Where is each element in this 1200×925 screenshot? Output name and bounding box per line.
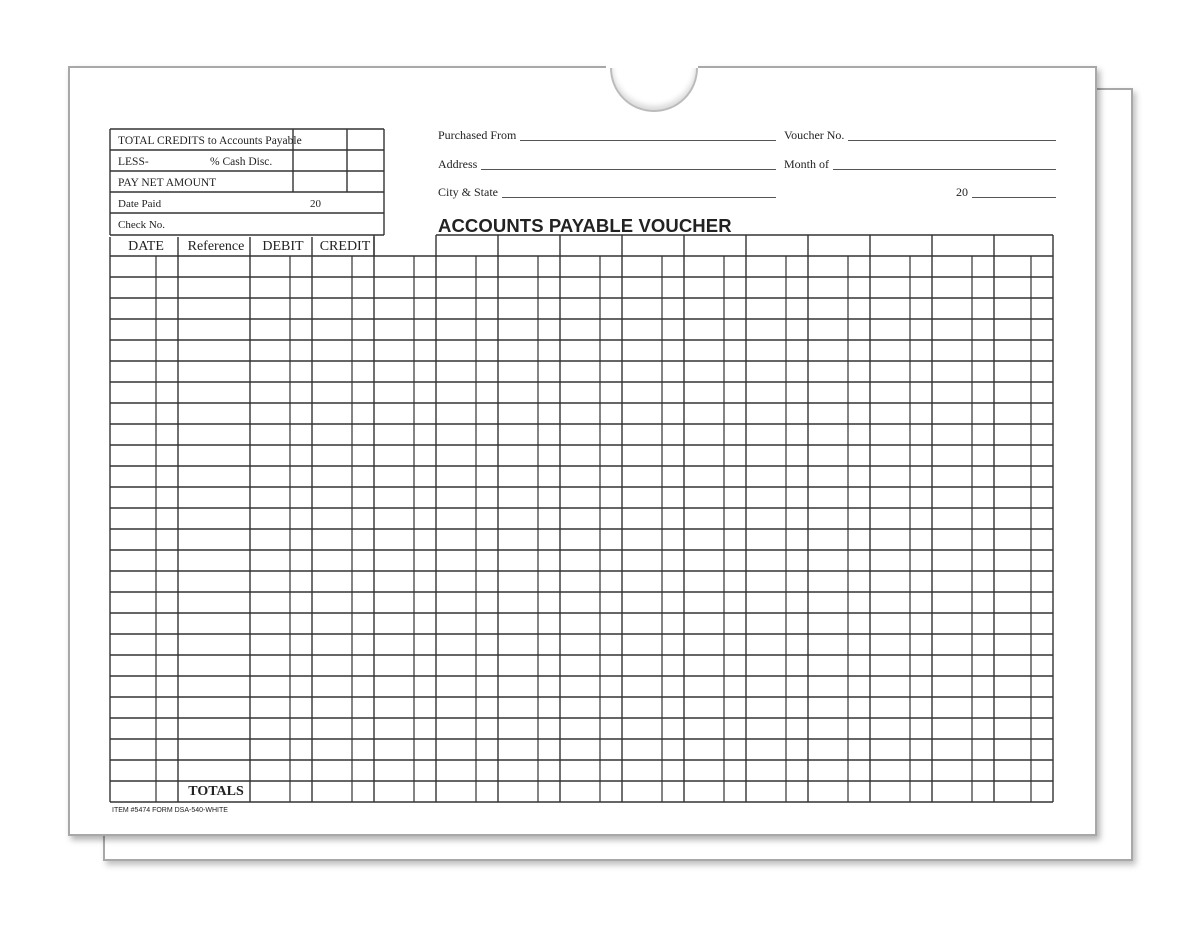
box-cash-disc: % Cash Disc.: [210, 156, 273, 168]
city-state-label: City & State: [438, 185, 498, 199]
col-reference: Reference: [187, 239, 245, 254]
month-of-label: Month of: [784, 157, 829, 171]
city-state-field[interactable]: City & State: [438, 186, 776, 198]
year-label: 20: [956, 185, 968, 199]
form-footer: ITEM #5474 FORM DSA-540-WHITE: [112, 807, 228, 814]
box-less: LESS-: [118, 156, 149, 168]
box-total-credits: TOTAL CREDITS to Accounts Payable: [118, 135, 302, 147]
purchased-from-label: Purchased From: [438, 128, 517, 142]
totals-label: TOTALS: [188, 784, 244, 799]
month-of-field[interactable]: Month of: [784, 158, 1056, 170]
year-field[interactable]: 20: [956, 186, 1056, 198]
col-credit: CREDIT: [319, 239, 371, 254]
col-date: DATE: [128, 239, 164, 254]
address-label: Address: [438, 157, 478, 171]
voucher-no-label: Voucher No.: [784, 128, 845, 142]
form-title: ACCOUNTS PAYABLE VOUCHER: [438, 215, 732, 236]
box-date-paid: Date Paid: [118, 198, 162, 210]
thumb-cut: [606, 20, 698, 68]
purchased-from-field[interactable]: Purchased From: [438, 129, 776, 141]
address-field[interactable]: Address: [438, 158, 776, 170]
box-date-year: 20: [310, 198, 321, 210]
ledger-grid: [109, 128, 1054, 803]
voucher-form: TOTAL CREDITS to Accounts Payable LESS- …: [68, 20, 1097, 836]
col-debit: DEBIT: [262, 239, 304, 254]
box-pay-net: PAY NET AMOUNT: [118, 177, 217, 189]
voucher-no-field[interactable]: Voucher No.: [784, 129, 1056, 141]
box-check-no: Check No.: [118, 219, 166, 231]
